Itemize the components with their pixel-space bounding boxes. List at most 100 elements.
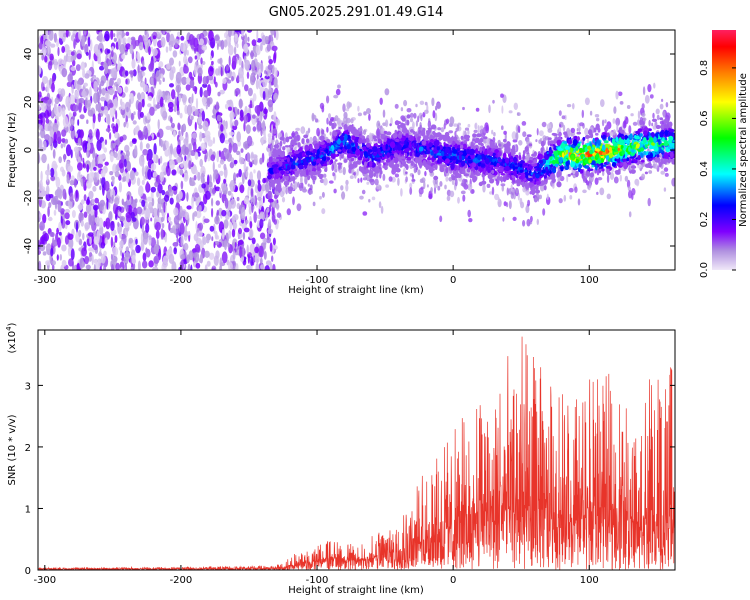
heatmap-cell bbox=[50, 232, 55, 238]
heatmap-cell bbox=[134, 198, 138, 204]
heatmap-cell bbox=[207, 139, 213, 147]
heatmap-cell bbox=[231, 228, 236, 238]
heatmap-cell bbox=[234, 37, 238, 42]
heatmap-cell bbox=[51, 260, 56, 266]
heatmap-cell bbox=[43, 34, 47, 40]
heatmap-cell bbox=[99, 225, 104, 236]
heatmap-cell bbox=[45, 193, 51, 202]
heatmap-cell bbox=[424, 170, 427, 177]
heatmap-cell bbox=[232, 142, 238, 153]
heatmap-cell bbox=[251, 237, 256, 245]
heatmap-cell bbox=[158, 79, 162, 85]
heatmap-cell bbox=[518, 140, 523, 146]
heatmap-cell bbox=[435, 105, 438, 111]
heatmap-cell bbox=[232, 214, 239, 221]
heatmap-cell bbox=[362, 129, 367, 135]
heatmap-cell bbox=[211, 207, 214, 218]
heatmap-cell bbox=[272, 128, 278, 135]
heatmap-cell bbox=[292, 196, 295, 206]
heatmap-cell bbox=[267, 133, 272, 138]
heatmap-cell bbox=[204, 130, 211, 138]
heatmap-cell bbox=[187, 263, 191, 270]
heatmap-cell bbox=[45, 102, 51, 111]
heatmap-cell bbox=[88, 129, 93, 137]
heatmap-cell bbox=[282, 146, 286, 151]
heatmap-cell bbox=[379, 97, 383, 106]
heatmap-cell bbox=[100, 106, 105, 111]
heatmap-cell bbox=[86, 148, 89, 159]
heatmap-cell bbox=[45, 185, 50, 195]
heatmap-cell bbox=[102, 234, 105, 246]
heatmap-cell bbox=[217, 91, 221, 97]
heatmap-cell bbox=[100, 253, 106, 264]
heatmap-cell bbox=[403, 99, 408, 107]
heatmap-cell bbox=[162, 110, 168, 121]
heatmap-cell bbox=[137, 72, 141, 83]
heatmap-cell bbox=[173, 207, 179, 216]
heatmap-cell bbox=[56, 227, 59, 235]
heatmap-cell bbox=[280, 190, 285, 198]
heatmap-cell bbox=[141, 165, 145, 177]
heatmap-cell bbox=[150, 186, 156, 193]
heatmap-cell bbox=[115, 83, 119, 91]
heatmap-cell bbox=[285, 188, 288, 195]
heatmap-cell bbox=[606, 193, 611, 200]
heatmap-cell bbox=[250, 256, 254, 267]
heatmap-cell bbox=[111, 46, 115, 52]
heatmap-cell bbox=[184, 155, 187, 162]
heatmap-cell bbox=[443, 123, 446, 130]
heatmap-cell bbox=[649, 94, 654, 99]
heatmap-cell bbox=[59, 254, 62, 261]
heatmap-cell bbox=[262, 195, 265, 204]
heatmap-cell bbox=[64, 138, 69, 144]
heatmap-cell bbox=[95, 49, 102, 57]
heatmap-cell bbox=[558, 198, 563, 204]
heatmap-cell bbox=[56, 38, 59, 48]
heatmap-cell bbox=[38, 104, 41, 110]
heatmap-cell bbox=[224, 103, 229, 110]
heatmap-cell bbox=[39, 212, 42, 219]
heatmap-cell bbox=[42, 86, 46, 91]
heatmap-cell bbox=[230, 193, 234, 199]
heatmap-cell bbox=[161, 222, 165, 229]
heatmap-cell bbox=[61, 169, 66, 177]
heatmap-cell bbox=[258, 68, 262, 77]
heatmap-cell bbox=[394, 163, 400, 169]
heatmap-cell bbox=[260, 42, 263, 52]
heatmap-cell bbox=[263, 251, 267, 260]
heatmap-cell bbox=[170, 116, 173, 124]
heatmap-cell bbox=[152, 35, 156, 40]
heatmap-cell bbox=[84, 73, 90, 79]
heatmap-cell bbox=[208, 30, 214, 42]
heatmap-cell bbox=[340, 185, 344, 191]
heatmap-cell bbox=[64, 212, 70, 220]
heatmap-cell bbox=[321, 191, 325, 198]
heatmap-cell bbox=[464, 127, 470, 131]
heatmap-cell bbox=[235, 186, 238, 192]
heatmap-cell bbox=[467, 130, 470, 135]
heatmap-cell bbox=[143, 35, 149, 47]
heatmap-cell bbox=[136, 177, 141, 187]
heatmap-cell bbox=[159, 73, 164, 79]
heatmap-cell bbox=[243, 43, 249, 54]
heatmap-cell bbox=[93, 80, 98, 93]
heatmap-cell bbox=[174, 42, 178, 48]
heatmap-cell bbox=[100, 169, 106, 178]
heatmap-cell bbox=[415, 103, 418, 108]
heatmap-cell bbox=[197, 239, 201, 245]
heatmap-cell bbox=[160, 228, 164, 240]
heatmap-cell bbox=[175, 71, 182, 84]
heatmap-cell bbox=[60, 143, 64, 149]
heatmap-cell bbox=[253, 169, 256, 174]
heatmap-cell bbox=[45, 169, 51, 176]
heatmap-cell bbox=[104, 161, 109, 166]
heatmap-cell bbox=[239, 109, 244, 118]
heatmap-cell bbox=[78, 97, 85, 104]
heatmap-cell bbox=[168, 44, 172, 52]
heatmap-cell bbox=[580, 139, 583, 143]
heatmap-cell bbox=[83, 82, 88, 87]
heatmap-cell bbox=[394, 103, 399, 109]
heatmap-cell bbox=[194, 86, 198, 95]
heatmap-cell bbox=[337, 84, 341, 89]
heatmap-cell bbox=[228, 230, 232, 239]
